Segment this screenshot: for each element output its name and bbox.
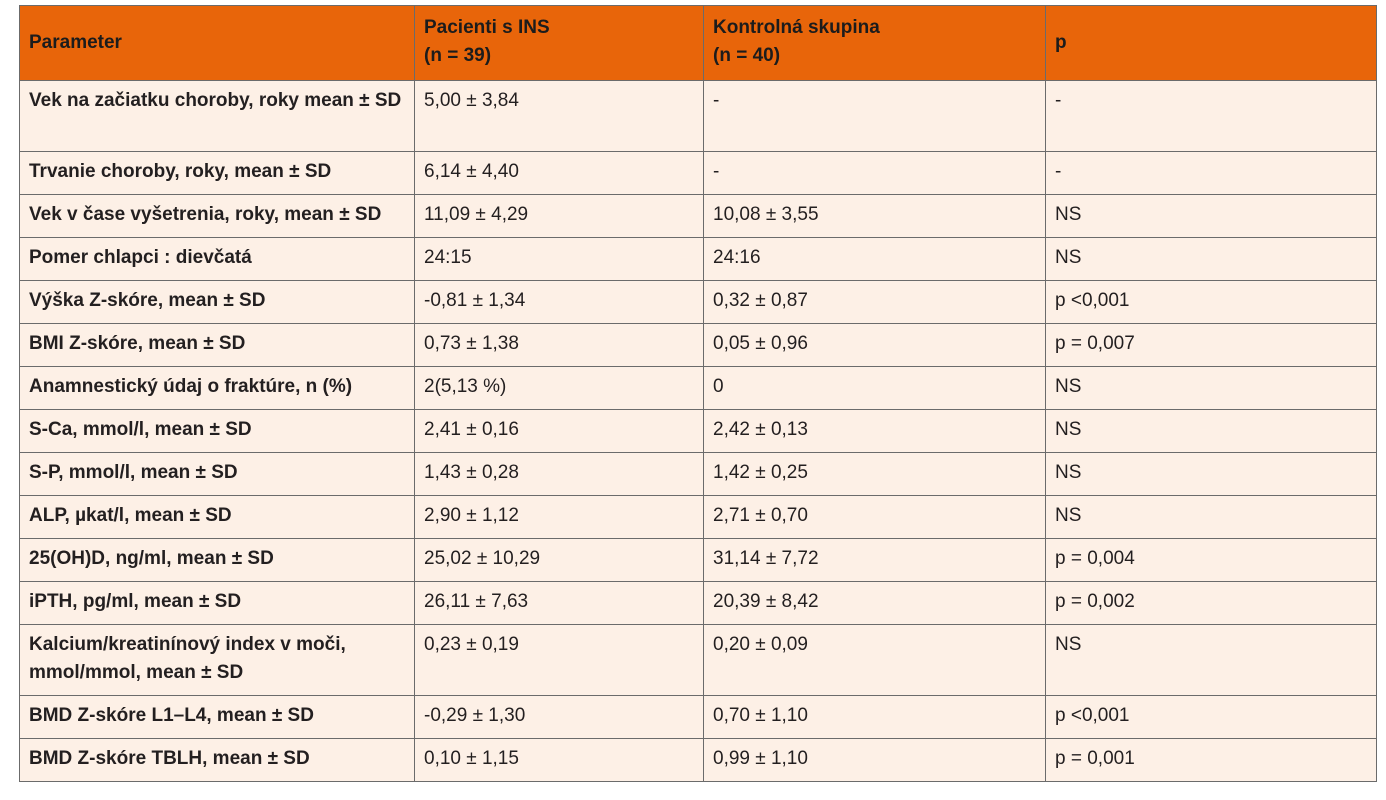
row-control-value: 0,05 ± 0,96 bbox=[703, 323, 1046, 367]
row-p-value: p = 0,007 bbox=[1045, 323, 1377, 367]
row-control-value: 24:16 bbox=[703, 237, 1046, 281]
row-parameter: Vek na začiatku choroby, roky mean ± SD bbox=[19, 80, 415, 152]
table-row: BMI Z-skóre, mean ± SD 0,73 ± 1,38 0,05 … bbox=[19, 323, 1377, 367]
row-ins-value: 2,90 ± 1,12 bbox=[414, 495, 704, 539]
row-ins-value: 11,09 ± 4,29 bbox=[414, 194, 704, 238]
table-row: BMD Z-skóre TBLH, mean ± SD 0,10 ± 1,15 … bbox=[19, 738, 1377, 782]
row-parameter: Vek v čase vyšetrenia, roky, mean ± SD bbox=[19, 194, 415, 238]
row-ins-value: 0,10 ± 1,15 bbox=[414, 738, 704, 782]
table-row: BMD Z-skóre L1–L4, mean ± SD -0,29 ± 1,3… bbox=[19, 695, 1377, 739]
row-parameter: Kalcium/kreatinínový index v moči, mmol/… bbox=[19, 624, 415, 696]
row-control-value: - bbox=[703, 151, 1046, 195]
row-p-value: p <0,001 bbox=[1045, 695, 1377, 739]
row-control-value: 2,71 ± 0,70 bbox=[703, 495, 1046, 539]
row-parameter: Anamnestický údaj o fraktúre, n (%) bbox=[19, 366, 415, 410]
row-parameter: iPTH, pg/ml, mean ± SD bbox=[19, 581, 415, 625]
row-p-value: NS bbox=[1045, 366, 1377, 410]
row-parameter: S-Ca, mmol/l, mean ± SD bbox=[19, 409, 415, 453]
table-row: S-Ca, mmol/l, mean ± SD 2,41 ± 0,16 2,42… bbox=[19, 409, 1377, 453]
row-p-value: NS bbox=[1045, 409, 1377, 453]
table-row: Vek na začiatku choroby, roky mean ± SD … bbox=[19, 80, 1377, 152]
table-row: ALP, µkat/l, mean ± SD 2,90 ± 1,12 2,71 … bbox=[19, 495, 1377, 539]
row-control-value: 1,42 ± 0,25 bbox=[703, 452, 1046, 496]
header-patients-label: Pacienti s INS bbox=[424, 17, 550, 38]
results-table: Parameter Pacienti s INS (n = 39) Kontro… bbox=[19, 5, 1377, 782]
header-row: Parameter Pacienti s INS (n = 39) Kontro… bbox=[19, 5, 1377, 81]
header-patients-count: (n = 39) bbox=[424, 45, 492, 66]
row-parameter: Výška Z-skóre, mean ± SD bbox=[19, 280, 415, 324]
table-row: Kalcium/kreatinínový index v moči, mmol/… bbox=[19, 624, 1377, 696]
row-control-value: 10,08 ± 3,55 bbox=[703, 194, 1046, 238]
row-p-value: - bbox=[1045, 80, 1377, 152]
row-p-value: NS bbox=[1045, 452, 1377, 496]
row-ins-value: 6,14 ± 4,40 bbox=[414, 151, 704, 195]
row-parameter: BMD Z-skóre TBLH, mean ± SD bbox=[19, 738, 415, 782]
header-control-count: (n = 40) bbox=[713, 45, 781, 66]
row-p-value: NS bbox=[1045, 237, 1377, 281]
row-control-value: 31,14 ± 7,72 bbox=[703, 538, 1046, 582]
row-p-value: p = 0,001 bbox=[1045, 738, 1377, 782]
table-row: Anamnestický údaj o fraktúre, n (%) 2(5,… bbox=[19, 366, 1377, 410]
row-p-value: NS bbox=[1045, 194, 1377, 238]
row-control-value: 0,20 ± 0,09 bbox=[703, 624, 1046, 696]
row-parameter: BMD Z-skóre L1–L4, mean ± SD bbox=[19, 695, 415, 739]
row-ins-value: -0,29 ± 1,30 bbox=[414, 695, 704, 739]
results-table-container: Parameter Pacienti s INS (n = 39) Kontro… bbox=[19, 5, 1377, 782]
row-p-value: p = 0,004 bbox=[1045, 538, 1377, 582]
row-parameter: 25(OH)D, ng/ml, mean ± SD bbox=[19, 538, 415, 582]
row-control-value: - bbox=[703, 80, 1046, 152]
row-ins-value: 1,43 ± 0,28 bbox=[414, 452, 704, 496]
table-row: Vek v čase vyšetrenia, roky, mean ± SD 1… bbox=[19, 194, 1377, 238]
table-row: Výška Z-skóre, mean ± SD -0,81 ± 1,34 0,… bbox=[19, 280, 1377, 324]
row-ins-value: 2(5,13 %) bbox=[414, 366, 704, 410]
row-ins-value: 5,00 ± 3,84 bbox=[414, 80, 704, 152]
row-control-value: 0 bbox=[703, 366, 1046, 410]
row-p-value: p <0,001 bbox=[1045, 280, 1377, 324]
row-ins-value: -0,81 ± 1,34 bbox=[414, 280, 704, 324]
row-ins-value: 26,11 ± 7,63 bbox=[414, 581, 704, 625]
row-control-value: 2,42 ± 0,13 bbox=[703, 409, 1046, 453]
row-parameter: BMI Z-skóre, mean ± SD bbox=[19, 323, 415, 367]
row-parameter: ALP, µkat/l, mean ± SD bbox=[19, 495, 415, 539]
header-parameter-label: Parameter bbox=[29, 32, 122, 53]
row-parameter: Pomer chlapci : dievčatá bbox=[19, 237, 415, 281]
row-control-value: 0,70 ± 1,10 bbox=[703, 695, 1046, 739]
header-control: Kontrolná skupina (n = 40) bbox=[703, 5, 1046, 81]
row-ins-value: 24:15 bbox=[414, 237, 704, 281]
header-parameter: Parameter bbox=[19, 5, 415, 81]
header-control-label: Kontrolná skupina bbox=[713, 17, 880, 38]
header-p-value: p bbox=[1045, 5, 1377, 81]
table-row: 25(OH)D, ng/ml, mean ± SD 25,02 ± 10,29 … bbox=[19, 538, 1377, 582]
row-ins-value: 2,41 ± 0,16 bbox=[414, 409, 704, 453]
row-control-value: 20,39 ± 8,42 bbox=[703, 581, 1046, 625]
table-row: Pomer chlapci : dievčatá 24:15 24:16 NS bbox=[19, 237, 1377, 281]
row-control-value: 0,99 ± 1,10 bbox=[703, 738, 1046, 782]
row-parameter: Trvanie choroby, roky, mean ± SD bbox=[19, 151, 415, 195]
header-p-label: p bbox=[1055, 32, 1067, 53]
row-p-value: - bbox=[1045, 151, 1377, 195]
row-ins-value: 0,73 ± 1,38 bbox=[414, 323, 704, 367]
table-row: iPTH, pg/ml, mean ± SD 26,11 ± 7,63 20,3… bbox=[19, 581, 1377, 625]
row-p-value: NS bbox=[1045, 624, 1377, 696]
row-ins-value: 0,23 ± 0,19 bbox=[414, 624, 704, 696]
row-p-value: p = 0,002 bbox=[1045, 581, 1377, 625]
row-p-value: NS bbox=[1045, 495, 1377, 539]
row-parameter: S-P, mmol/l, mean ± SD bbox=[19, 452, 415, 496]
row-ins-value: 25,02 ± 10,29 bbox=[414, 538, 704, 582]
row-control-value: 0,32 ± 0,87 bbox=[703, 280, 1046, 324]
header-patients: Pacienti s INS (n = 39) bbox=[414, 5, 704, 81]
table-row: S-P, mmol/l, mean ± SD 1,43 ± 0,28 1,42 … bbox=[19, 452, 1377, 496]
table-row: Trvanie choroby, roky, mean ± SD 6,14 ± … bbox=[19, 151, 1377, 195]
